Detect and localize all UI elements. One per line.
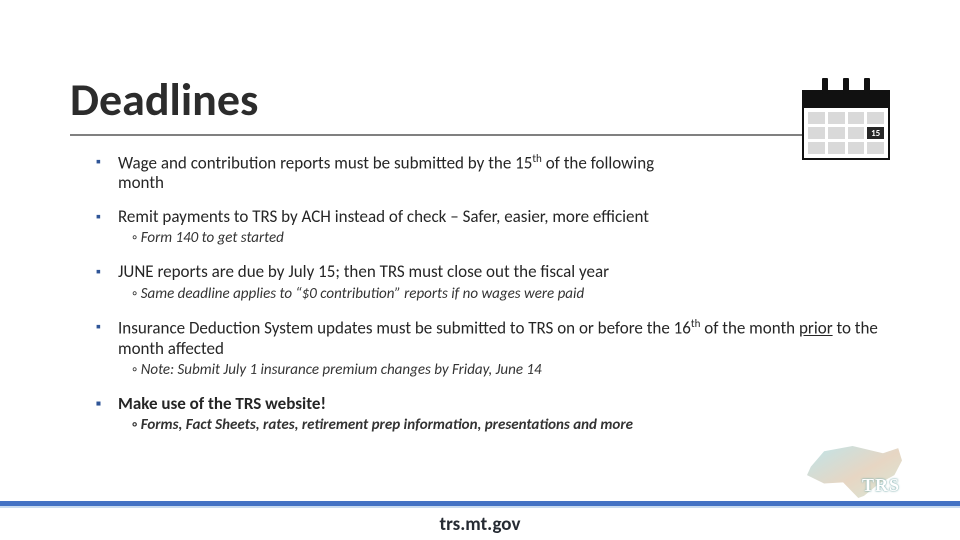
footer-bar [0,501,960,506]
trs-logo: TRS [807,446,902,498]
bullet-text: Insurance Deduction System updates must … [118,317,878,358]
bullet-item: Wage and contribution reports must be su… [96,152,896,193]
bullet-item: JUNE reports are due by July 15; then TR… [96,262,896,303]
bullet-item: Make use of the TRS website! Forms, Fact … [96,394,896,435]
footer-url: trs.mt.gov [0,513,960,536]
bullet-item: Insurance Deduction System updates must … [96,317,896,380]
bullet-subtext: Same deadline applies to “$0 contributio… [118,285,896,304]
bullet-text: JUNE reports are due by July 15; then TR… [118,262,896,282]
bullet-subtext: Form 140 to get started [118,229,896,248]
bullet-list: Wage and contribution reports must be su… [96,152,896,435]
trs-logo-text: TRS [862,475,900,496]
bullet-item: Remit payments to TRS by ACH instead of … [96,207,896,248]
title-underline [70,134,890,136]
bullet-text: Make use of the TRS website! [118,394,896,414]
bullet-text: Wage and contribution reports must be su… [118,152,678,193]
bullet-subtext: Forms, Fact Sheets, rates, retirement pr… [118,416,758,435]
content-area: Wage and contribution reports must be su… [96,152,896,449]
bullet-subtext: Note: Submit July 1 insurance premium ch… [118,361,896,380]
bullet-text: Remit payments to TRS by ACH instead of … [118,207,896,227]
calendar-icon: 15 [802,78,890,160]
slide: Deadlines 15 Wage and contribution repor… [0,0,960,540]
slide-title: Deadlines [70,72,258,128]
calendar-day-highlight: 15 [867,127,884,139]
